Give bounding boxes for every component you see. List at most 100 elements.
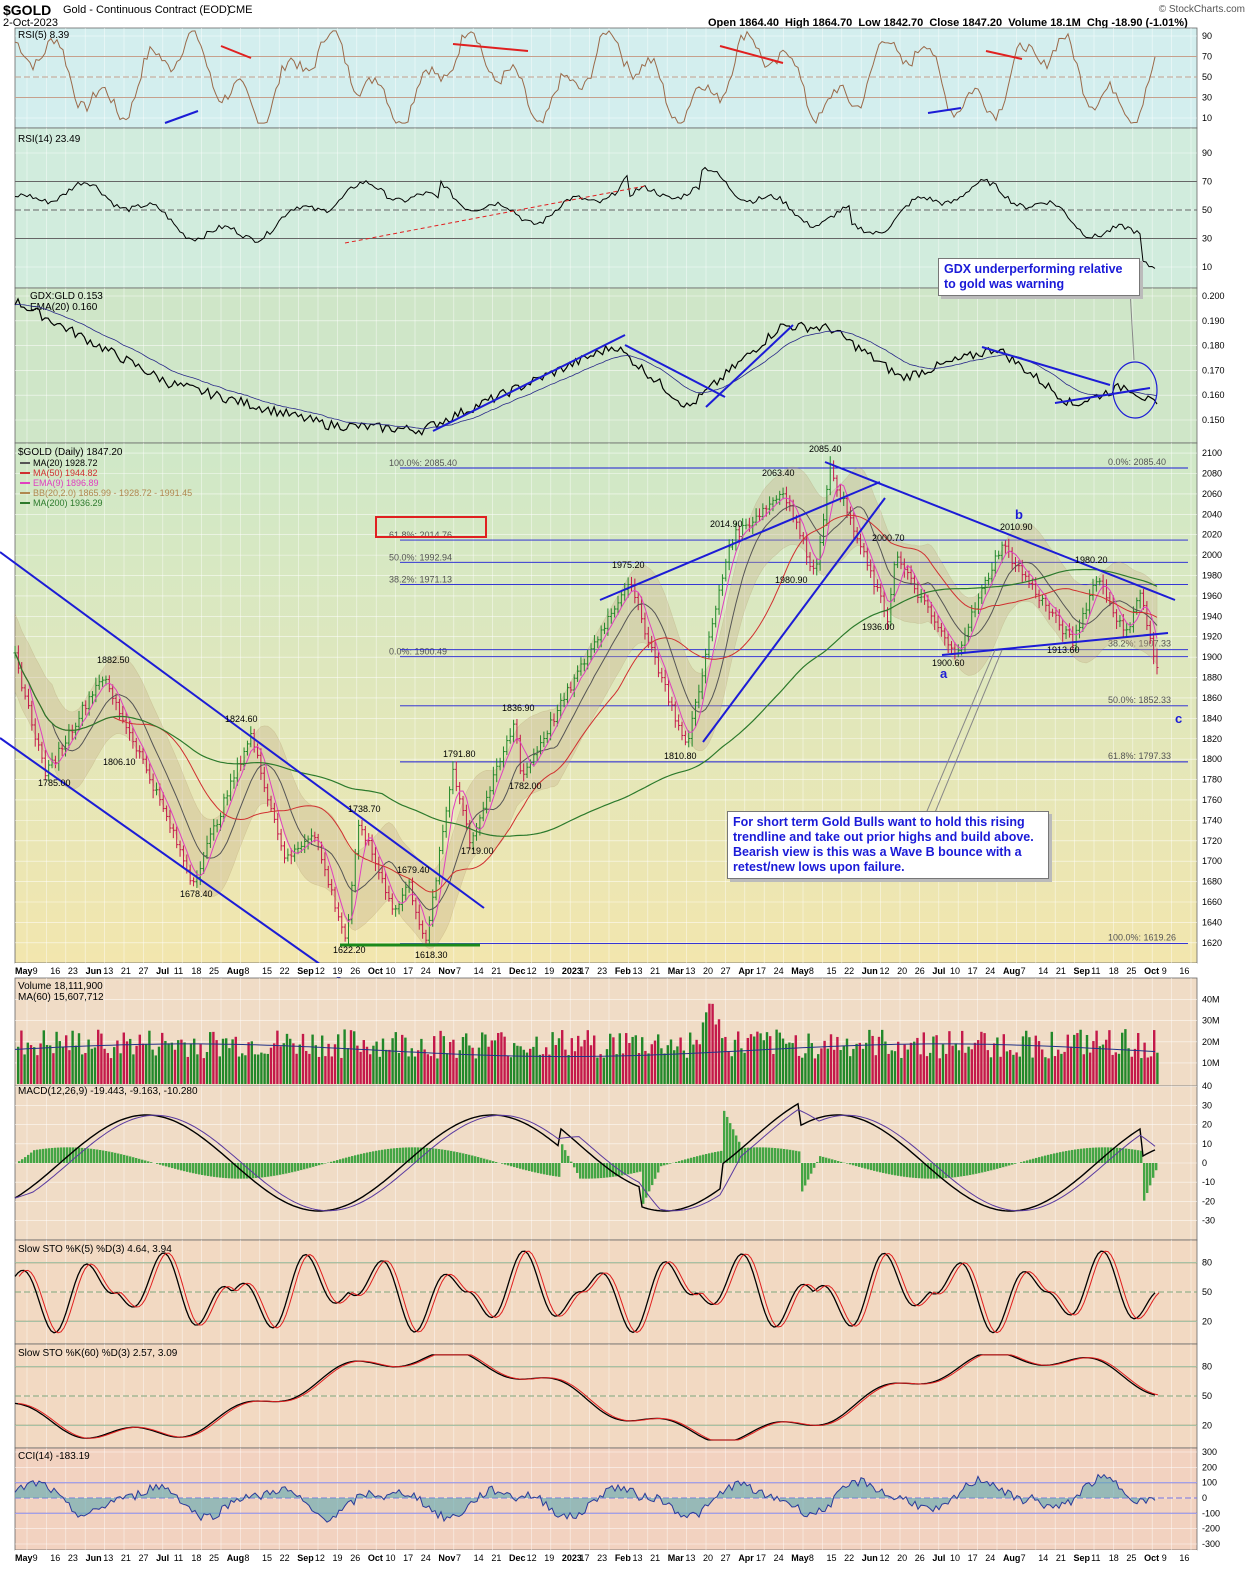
macd-histogram-bar bbox=[801, 1163, 804, 1192]
macd-histogram-bar bbox=[639, 1163, 642, 1172]
fib-label-left: 50.0%: 1992.94 bbox=[389, 552, 452, 562]
macd-histogram-bar bbox=[297, 1163, 300, 1171]
axis-tick-label: 1820 bbox=[1202, 734, 1222, 744]
macd-histogram-bar bbox=[108, 1151, 111, 1163]
volume-bar bbox=[612, 1037, 615, 1084]
macd-histogram-bar bbox=[903, 1163, 906, 1177]
volume-bar bbox=[305, 1050, 308, 1084]
macd-histogram-bar bbox=[996, 1163, 999, 1169]
volume-bar bbox=[407, 1056, 410, 1084]
axis-tick-label: 0 bbox=[1202, 1493, 1207, 1503]
volume-bar bbox=[481, 1032, 484, 1084]
macd-histogram-bar bbox=[210, 1163, 213, 1177]
volume-bar bbox=[1002, 1034, 1005, 1084]
macd-histogram-bar bbox=[246, 1163, 249, 1179]
volume-bar bbox=[71, 1030, 74, 1084]
macd-histogram-bar bbox=[624, 1163, 627, 1175]
macd-histogram-bar bbox=[72, 1147, 75, 1163]
time-axis-label: 17 bbox=[756, 966, 766, 976]
macd-histogram-bar bbox=[252, 1163, 255, 1179]
macd-histogram-bar bbox=[1056, 1152, 1059, 1163]
time-axis-label: 21 bbox=[1056, 966, 1066, 976]
volume-bar bbox=[1114, 1052, 1117, 1084]
volume-bar bbox=[317, 1056, 321, 1084]
volume-bar bbox=[599, 1054, 602, 1084]
macd-histogram-bar bbox=[1134, 1149, 1137, 1163]
volume-bar bbox=[45, 1044, 49, 1084]
axis-tick-label: 2020 bbox=[1202, 530, 1222, 540]
volume-bar bbox=[861, 1048, 865, 1084]
volume-bar bbox=[362, 1040, 365, 1084]
time-axis-label: Jun bbox=[86, 966, 102, 976]
macd-histogram-bar bbox=[708, 1153, 711, 1163]
volume-bar bbox=[973, 1042, 977, 1084]
macd-histogram-bar bbox=[912, 1163, 915, 1178]
macd-histogram-bar bbox=[1086, 1148, 1089, 1163]
macd-histogram-bar bbox=[405, 1147, 408, 1163]
volume-bar bbox=[682, 1050, 685, 1084]
macd-histogram-bar bbox=[468, 1154, 471, 1163]
macd-histogram-bar bbox=[396, 1148, 399, 1163]
volume-bar bbox=[202, 1058, 205, 1084]
macd-histogram-bar bbox=[810, 1163, 813, 1174]
time-axis-label: Jun bbox=[862, 1553, 878, 1563]
macd-histogram-bar bbox=[453, 1151, 456, 1163]
macd-histogram-bar bbox=[174, 1163, 177, 1169]
ohlc-readout: Open 1864.40 High 1864.70 Low 1842.70 Cl… bbox=[708, 17, 1188, 29]
macd-histogram-bar bbox=[363, 1153, 366, 1163]
volume-bar bbox=[129, 1038, 132, 1084]
volume-bar bbox=[849, 1056, 852, 1084]
axis-tick-label: 90 bbox=[1202, 148, 1212, 158]
macd-histogram-bar bbox=[81, 1147, 84, 1163]
volume-bar bbox=[871, 1035, 874, 1084]
macd-histogram-bar bbox=[909, 1163, 912, 1178]
axis-tick-label: 1740 bbox=[1202, 815, 1222, 825]
macd-histogram-bar bbox=[366, 1152, 369, 1163]
volume-bar bbox=[209, 1032, 212, 1084]
volume-bar bbox=[564, 1049, 567, 1084]
time-axis-label: 19 bbox=[333, 1553, 343, 1563]
macd-histogram-bar bbox=[840, 1161, 843, 1163]
axis-tick-label: 1620 bbox=[1202, 938, 1222, 948]
volume-bar bbox=[874, 1055, 877, 1084]
macd-histogram-bar bbox=[723, 1110, 726, 1163]
axis-tick-label: 1940 bbox=[1202, 611, 1222, 621]
macd-histogram-bar bbox=[441, 1149, 444, 1163]
volume-bar bbox=[618, 1033, 621, 1084]
time-axis-label: 20 bbox=[897, 1553, 907, 1563]
macd-histogram-bar bbox=[30, 1152, 33, 1163]
macd-histogram-bar bbox=[957, 1163, 960, 1177]
macd-histogram-bar bbox=[228, 1163, 231, 1179]
gdx-ratio-line bbox=[14, 297, 1158, 436]
price-level-label: 1791.80 bbox=[443, 749, 476, 759]
time-axis-label: 24 bbox=[421, 966, 431, 976]
macd-histogram-bar bbox=[45, 1148, 48, 1163]
macd-histogram-bar bbox=[261, 1163, 264, 1178]
time-axis-label: 27 bbox=[138, 966, 148, 976]
macd-histogram-bar bbox=[306, 1163, 309, 1169]
volume-bar bbox=[1057, 1049, 1060, 1084]
volume-bar bbox=[1005, 1051, 1009, 1084]
time-axis-label: 12 bbox=[527, 1553, 537, 1563]
macd-histogram-bar bbox=[540, 1163, 543, 1174]
volume-bar bbox=[493, 1040, 497, 1084]
macd-histogram-bar bbox=[585, 1163, 588, 1179]
macd-histogram-bar bbox=[357, 1154, 360, 1163]
time-axis-label: Nov bbox=[438, 1553, 455, 1563]
macd-histogram-bar bbox=[1101, 1147, 1104, 1163]
volume-bar bbox=[583, 1039, 586, 1084]
price-level-label: 2085.40 bbox=[809, 444, 842, 454]
macd-histogram-bar bbox=[402, 1147, 405, 1163]
time-axis-label: 17 bbox=[580, 1553, 590, 1563]
volume-ma-line bbox=[14, 1043, 1156, 1058]
macd-histogram-bar bbox=[48, 1148, 51, 1163]
time-axis-label: 12 bbox=[879, 966, 889, 976]
macd-histogram-bar bbox=[345, 1157, 348, 1163]
macd-histogram-bar bbox=[636, 1163, 639, 1173]
volume-bar bbox=[148, 1030, 151, 1084]
volume-bar bbox=[196, 1054, 199, 1084]
rsi5-divergence-line bbox=[164, 110, 199, 124]
volume-bar bbox=[813, 1058, 817, 1084]
volume-bar bbox=[327, 1043, 330, 1084]
macd-histogram-bar bbox=[1125, 1148, 1128, 1163]
